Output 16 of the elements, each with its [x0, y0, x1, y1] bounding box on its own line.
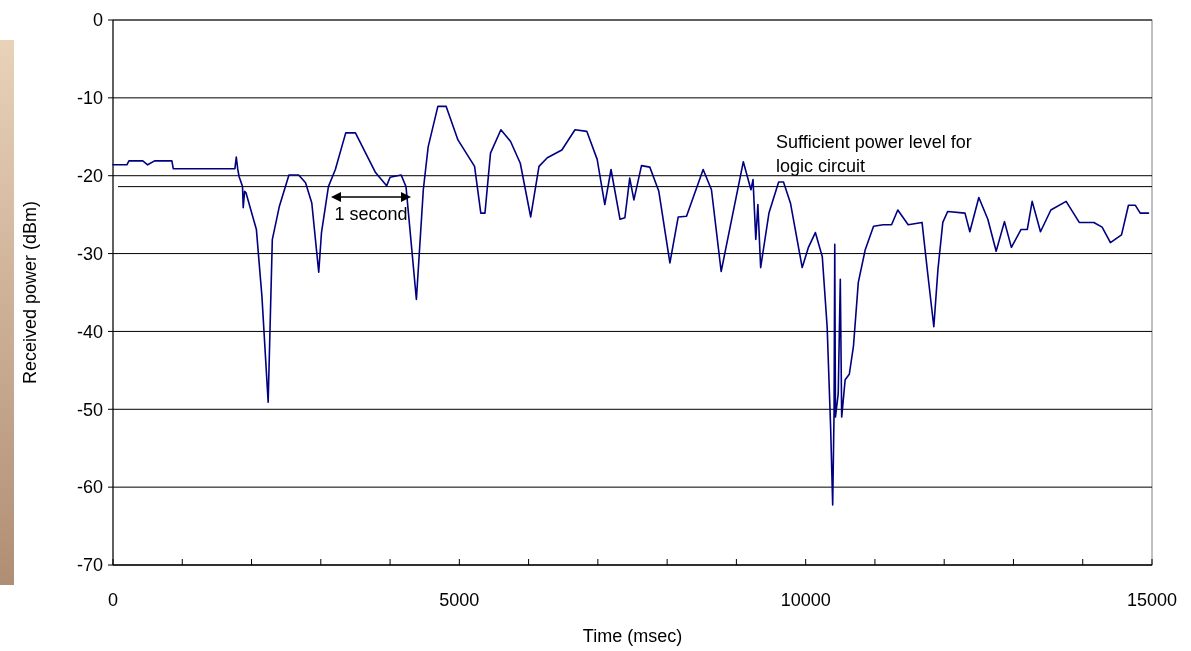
x-tick-label: 0 — [107, 590, 119, 610]
y-tick-label: -60 — [76, 477, 103, 498]
y-tick-label: -50 — [76, 399, 103, 420]
y-tick-label: 0 — [92, 10, 103, 31]
y-axis-title: Received power (dBm) — [20, 200, 40, 385]
y-tick-label: -10 — [76, 88, 103, 109]
x-tick-label: 15000 — [1126, 590, 1178, 610]
x-tick-label: 5000 — [439, 590, 480, 610]
y-tick-label: -30 — [76, 243, 103, 264]
y-tick-label: -20 — [76, 166, 103, 187]
y-tick-label: -40 — [76, 321, 103, 342]
x-axis-title: Time (msec) — [582, 626, 683, 646]
ref-line-label: Sufficient power level for logic circuit — [776, 131, 972, 176]
y-tick-label: -70 — [76, 555, 103, 576]
x-tick-label: 10000 — [780, 590, 831, 610]
annotation: 1 second — [334, 204, 408, 224]
